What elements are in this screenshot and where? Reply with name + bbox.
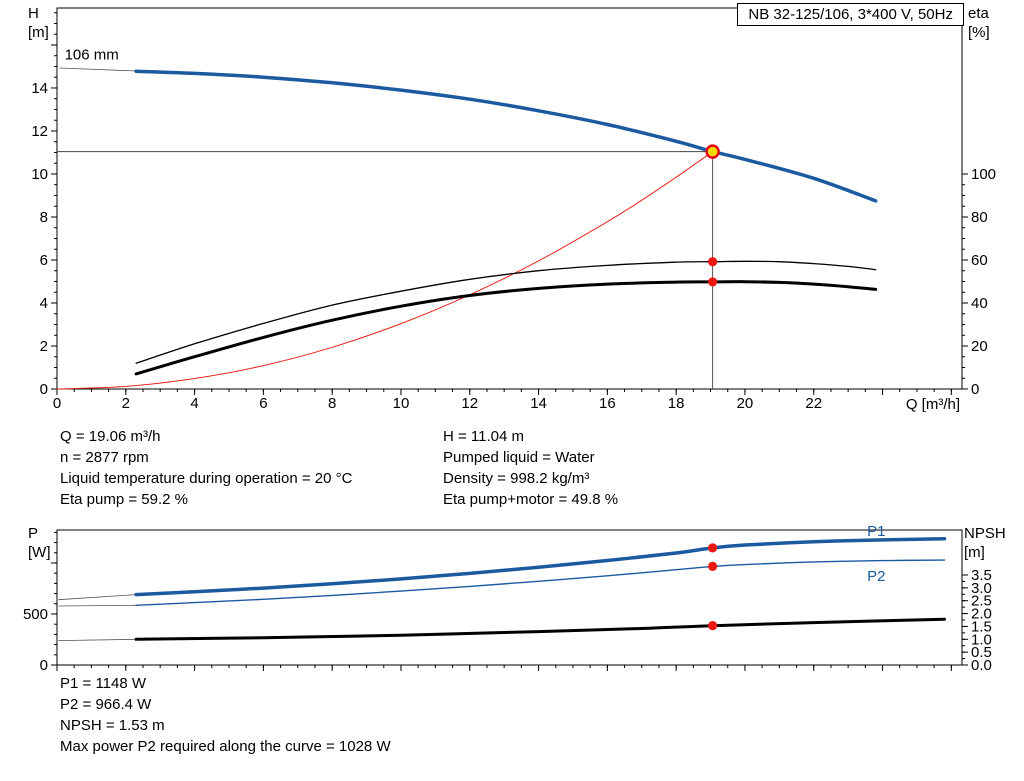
p1-curve-label: P1 [867,523,885,540]
p-axis-symbol: P [28,525,39,542]
power-npsh-chart: 0 500 0.00.51.01.52.02.53.03.5 P1 P2 [23,523,992,674]
x-tick-label: 14 [530,395,547,412]
pumped-liquid-text: Pumped liquid = Water [443,449,595,466]
x-tick-label: 8 [328,395,336,412]
h-axis-symbol: H [28,5,39,22]
npsh-connector [58,638,137,641]
y-right-tick-label: 3.0 [971,580,992,597]
h-axis-title: H [m] [28,4,49,42]
flow-text: Q = 19.06 m³/h [60,428,161,445]
head-curve-106mm [134,69,878,203]
x-tick-label: 6 [259,395,267,412]
y-right-tick-label: 80 [971,209,988,226]
y-left-tick-label: 8 [40,209,48,226]
curve-value-dot [708,277,718,287]
y-right-tick-label: 1.0 [971,631,992,648]
h-axis-unit: [m] [28,24,49,41]
impeller-diameter-label: 106 mm [65,47,119,64]
y-right-tick-label: 3.5 [971,567,992,584]
y-right-tick-label: 0 [971,381,979,398]
npsh-axis-unit: [m] [964,544,985,561]
p-axis-title: P [W] [28,524,51,562]
y-left-tick-label: 12 [31,123,48,140]
y-right-tick-label: 1.5 [971,618,992,635]
x-tick-label: 2 [122,395,130,412]
y-left-tick-label: 14 [31,80,48,97]
y-right-tick-label: 2.5 [971,593,992,610]
impeller-label-connector [59,67,137,72]
p2-curve-label: P2 [867,568,885,585]
x-tick-label: 16 [599,395,616,412]
duty-data-left: Q = 19.06 m³/h n = 2877 rpm Liquid tempe… [60,426,352,510]
x-tick-label: 20 [737,395,754,412]
head-text: H = 11.04 m [443,428,525,445]
curve-value-dot [708,543,718,553]
y-right-tick-label: 100 [971,166,996,183]
q-axis-title: Q [m³/h] [905,396,960,413]
y-left-tick-label: 500 [23,606,48,623]
npsh-axis-symbol: NPSH [964,525,1006,542]
eta-axis-symbol: eta [968,5,989,22]
y-left-tick-label: 0 [40,657,48,674]
x-tick-label: 18 [668,395,685,412]
npsh-text: NPSH = 1.53 m [60,717,165,734]
max-p2-text: Max power P2 required along the curve = … [60,738,391,755]
p2-connector [58,604,137,607]
npsh-curve [134,617,946,641]
eta-axis-unit: [%] [968,24,990,41]
npsh-axis-title: NPSH [m] [964,524,1006,562]
p-axis-unit: [W] [28,544,51,561]
y-right-tick-label: 2.0 [971,606,992,623]
eta-pump-motor-text: Eta pump+motor = 49.8 % [443,491,619,508]
p2-curve [135,559,946,606]
power-data-block: P1 = 1148 W P2 = 966.4 W NPSH = 1.53 m M… [60,673,391,757]
y-right-tick-label: 20 [971,338,988,355]
pump-title-box: NB 32-125/106, 3*400 V, 50Hz [737,3,964,26]
eta-axis-title: eta [%] [968,4,990,42]
curve-value-dot [708,561,718,571]
speed-text: n = 2877 rpm [60,449,149,466]
liquid-temperature-text: Liquid temperature during operation = 20… [60,470,353,487]
power-npsh-chart-plot-area[interactable] [56,529,963,666]
x-tick-label: 0 [53,395,61,412]
y-right-tick-label: 60 [971,252,988,269]
y-left-tick-label: 2 [40,338,48,355]
x-tick-label: 10 [393,395,410,412]
x-tick-label: 4 [190,395,198,412]
y-right-tick-label: 0.0 [971,657,992,674]
duty-point-marker[interactable] [705,144,720,159]
y-left-tick-label: 0 [40,381,48,398]
system-curve [56,151,714,390]
x-tick-label: 12 [461,395,478,412]
p1-curve [134,536,947,597]
density-text: Density = 998.2 kg/m³ [443,470,590,487]
p2-text: P2 = 966.4 W [60,696,152,713]
p1-connector [58,594,137,601]
eta-pump-motor-curve [134,280,878,376]
eta-pump-text: Eta pump = 59.2 % [60,491,188,508]
qh-eta-chart-plot-area[interactable] [56,7,963,390]
x-tick-label: 22 [805,395,822,412]
p1-text: P1 = 1148 W [60,675,147,692]
curve-value-dot [708,621,718,631]
curve-value-dot [708,257,718,267]
duty-data-right: H = 11.04 m Pumped liquid = Water Densit… [443,426,618,510]
eta-pump-curve [135,260,877,364]
y-left-tick-label: 4 [40,295,48,312]
qh-eta-chart: 0 2 4 6 8 10 12 14 16 18 20 22 0 2 4 6 8 10 12 14 0 20 40 60 80 1… [31,7,996,412]
y-left-tick-label: 6 [40,252,48,269]
y-left-tick-label: 10 [31,166,48,183]
y-right-tick-label: 0.5 [971,644,992,661]
y-right-tick-label: 40 [971,295,988,312]
